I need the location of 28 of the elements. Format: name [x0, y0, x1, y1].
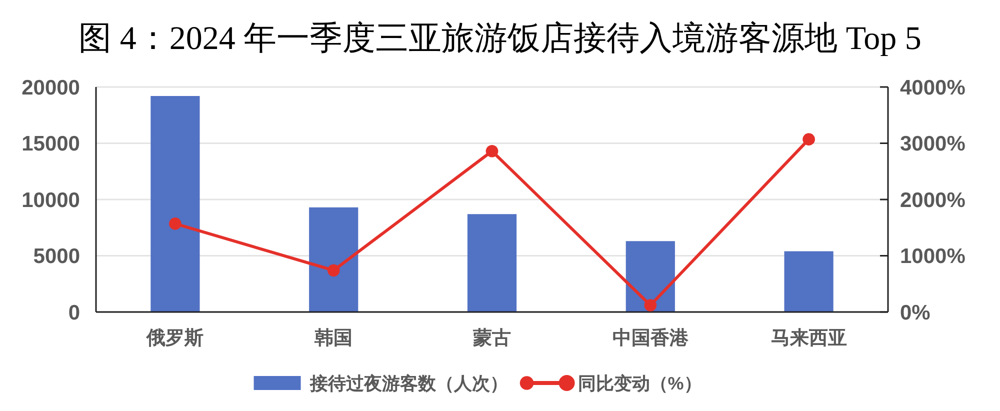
x-tick-label: 蒙古 — [472, 327, 511, 349]
bar — [150, 96, 200, 312]
x-tick-label: 中国香港 — [612, 327, 690, 349]
legend-label: 接待过夜游客数（人次） — [308, 373, 508, 394]
y2-tick-label: 0% — [900, 301, 931, 324]
y-tick-label: 20000 — [22, 76, 80, 100]
bar — [309, 207, 358, 312]
x-tick-label: 韩国 — [314, 327, 353, 349]
point — [169, 218, 182, 230]
y2-tick-label: 4000% — [900, 76, 966, 100]
point — [644, 299, 657, 312]
chart-title: 图 4：2024 年一季度三亚旅游饭店接待入境游客源地 Top 5 — [78, 20, 922, 57]
y-tick-label: 15000 — [22, 132, 80, 156]
y-tick-label: 5000 — [33, 245, 80, 268]
legend-label: 同比变动（%） — [578, 373, 702, 394]
y2-tick-label: 2000% — [900, 188, 966, 212]
point — [327, 264, 340, 277]
bar — [467, 214, 517, 312]
y2-tick-label: 3000% — [900, 132, 966, 156]
y-tick-label: 0 — [68, 301, 80, 324]
x-tick-label: 俄罗斯 — [146, 327, 204, 349]
y-tick-label: 10000 — [22, 188, 80, 212]
bar — [784, 251, 834, 312]
x-tick-label: 马来西亚 — [770, 327, 847, 349]
point — [802, 133, 815, 146]
bar — [626, 241, 675, 312]
y2-tick-label: 1000% — [900, 245, 966, 268]
point — [486, 144, 498, 158]
